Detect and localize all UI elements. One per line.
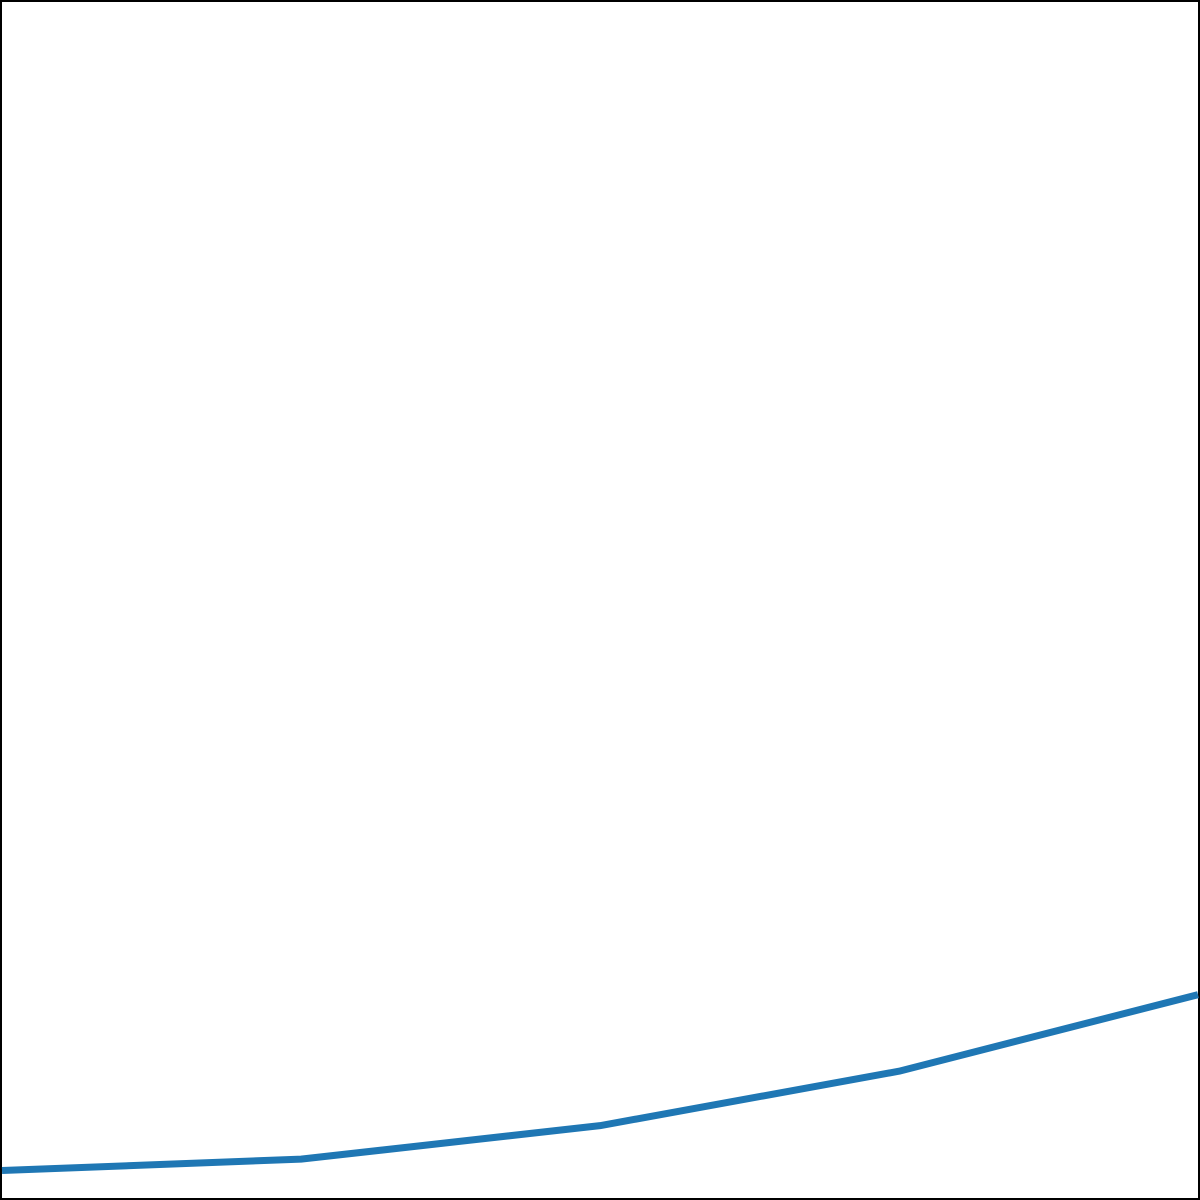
series-layer xyxy=(1,991,1199,1174)
series-line-0 xyxy=(1,991,1199,1174)
